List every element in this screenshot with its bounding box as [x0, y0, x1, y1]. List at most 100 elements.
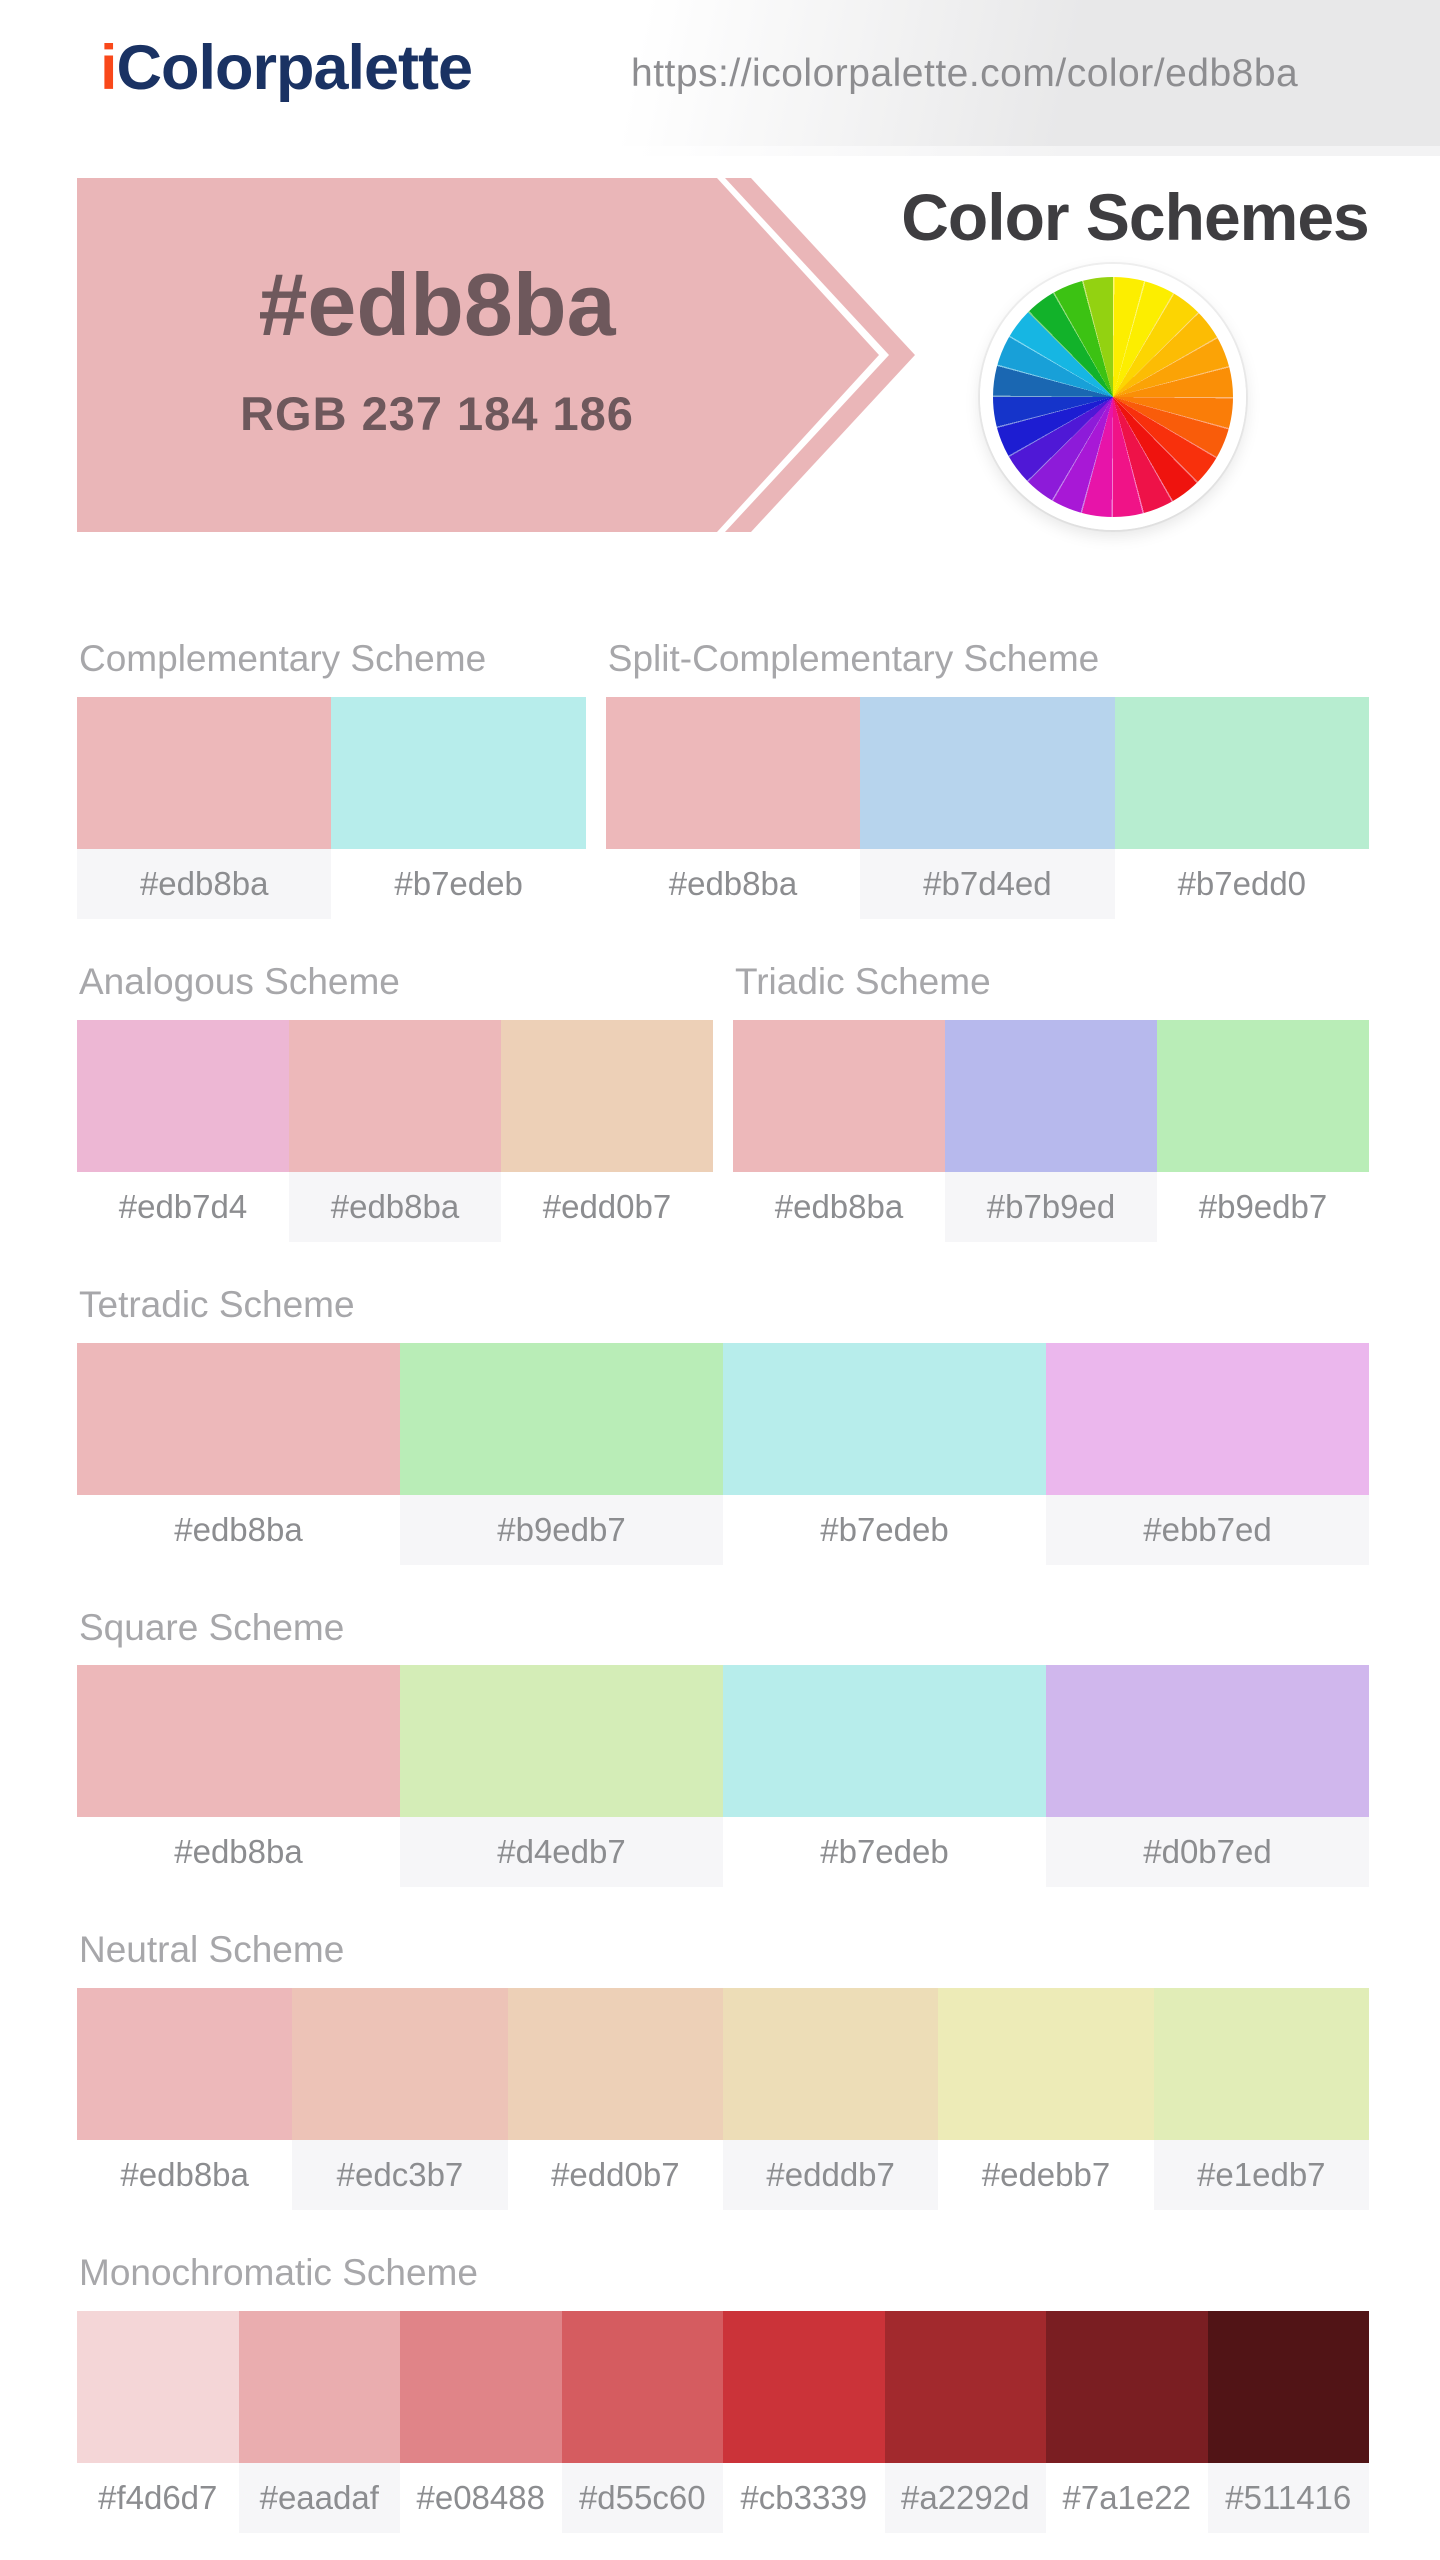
hex-label: #d4edb7: [400, 1817, 723, 1888]
color-swatch: [733, 1019, 945, 1172]
hex-label: #a2292d: [884, 2463, 1046, 2534]
swatch-strip: [77, 1019, 713, 1172]
color-banner-arrow: [77, 178, 915, 532]
color-schemes-title: Color Schemes: [901, 180, 1370, 254]
color-swatch: [1046, 1342, 1369, 1495]
scheme-block-neutral-scheme: Neutral Scheme #edb8ba #edc3b7 #edd0b7 #eddd…: [77, 1929, 1369, 2211]
scheme-row: Analogous Scheme #edb7d4 #edb8ba #edd0b7 Tri…: [77, 960, 1369, 1242]
scheme-heading: Triadic Scheme: [735, 960, 991, 1002]
label-strip: #edb7d4 #edb8ba #edd0b7: [77, 1171, 713, 1242]
swatch-strip: [605, 696, 1370, 849]
color-swatch: [77, 696, 332, 849]
hex-label: #edb8ba: [289, 1171, 501, 1242]
label-strip: #edb8ba #d4edb7 #b7edeb #d0b7ed: [77, 1817, 1369, 1888]
color-swatch: [723, 1665, 1046, 1818]
scheme-block-square-scheme: Square Scheme #edb8ba #d4edb7 #b7edeb #d0b7e…: [77, 1608, 1369, 1888]
color-swatch: [1207, 2311, 1369, 2464]
scheme-block-tetradic-scheme: Tetradic Scheme #edb8ba #b9edb7 #b7edeb #ebb…: [77, 1283, 1369, 1565]
hex-label: #d0b7ed: [1046, 1817, 1369, 1888]
label-strip: #edb8ba #edc3b7 #edd0b7 #edddb7 #edebb7 #e1ed…: [77, 2140, 1369, 2211]
color-swatch: [77, 1988, 293, 2141]
banner-chevron-stripe: [725, 355, 915, 532]
color-swatch: [400, 1665, 723, 1818]
hex-label: #edb8ba: [174, 1833, 303, 1871]
hex-label: #edb8ba: [774, 1187, 904, 1225]
color-swatch: [1157, 1019, 1369, 1172]
swatch-strip: [77, 1988, 1369, 2141]
swatch-strip: [77, 1342, 1369, 1495]
hex-label: #b7b9ed: [945, 1171, 1157, 1242]
hero-section: #edb8ba RGB 237 184 186 Color Schemes: [0, 178, 1440, 532]
label-strip: #edb8ba #b7edeb: [77, 848, 586, 919]
hex-label: #eaadaf: [238, 2463, 400, 2534]
site-logo[interactable]: iColorpalette: [100, 33, 474, 103]
hex-label: #e08488: [416, 2479, 545, 2517]
scheme-heading: Split-Complementary Scheme: [607, 638, 1100, 679]
hex-label: #edc3b7: [292, 2140, 508, 2211]
hex-label: #edb7d4: [118, 1187, 248, 1225]
color-swatch: [77, 1019, 289, 1172]
banner-text: #edb8ba RGB 237 184 186: [77, 170, 797, 524]
color-swatch: [945, 1019, 1157, 1172]
color-swatch: [331, 696, 586, 849]
hex-label: #edd0b7: [551, 2156, 680, 2194]
color-swatch: [1046, 2311, 1208, 2464]
color-swatch: [77, 1342, 400, 1495]
scheme-row: Neutral Scheme #edb8ba #edc3b7 #edd0b7 #eddd…: [77, 1929, 1369, 2211]
hex-label: #7a1e22: [1062, 2479, 1191, 2517]
color-swatch: [884, 2311, 1046, 2464]
color-swatch: [507, 1988, 723, 2141]
color-swatch: [77, 1665, 400, 1818]
color-swatch: [561, 2311, 723, 2464]
color-swatch: [501, 1019, 713, 1172]
hex-label: #edb8ba: [174, 1510, 303, 1548]
swatch-strip: [77, 696, 586, 849]
hex-label: #b9edb7: [400, 1494, 723, 1565]
swatch-strip: [77, 2311, 1369, 2464]
color-swatch: [605, 696, 861, 849]
hex-label: #edd0b7: [542, 1187, 672, 1225]
hex-label: #b7edeb: [820, 1510, 949, 1548]
color-wheel-icon: [980, 264, 1246, 530]
logo-wordmark: Colorpalette: [116, 33, 474, 103]
hex-label: #e1edb7: [1153, 2140, 1369, 2211]
scheme-block-monochromatic-scheme: Monochromatic Scheme #f4d6d7 #eaadaf #e0848…: [77, 2252, 1369, 2534]
hex-label: #edb8ba: [120, 2156, 249, 2194]
hex-label: #cb3339: [740, 2479, 868, 2517]
hero-rgb-value: RGB 237 184 186: [240, 386, 634, 440]
banner-chevron-stripe: [725, 178, 915, 355]
color-swatch: [77, 2311, 239, 2464]
page-header: iColorpalette https://icolorpalette.com/…: [0, 0, 1440, 156]
swatch-strip: [733, 1019, 1369, 1172]
color-swatch: [400, 2311, 562, 2464]
scheme-heading: Monochromatic Scheme: [79, 2252, 478, 2294]
scheme-row: Complementary Scheme #edb8ba #b7edeb Split-…: [77, 638, 1370, 919]
hex-label: #b7edd0: [1177, 864, 1307, 902]
schemes: Complementary Scheme #edb8ba #b7edeb Split-…: [77, 638, 1370, 2534]
hex-label: #ebb7ed: [1046, 1494, 1369, 1565]
color-swatch: [1114, 696, 1370, 849]
hex-label: #edb8ba: [77, 848, 332, 919]
scheme-row: Square Scheme #edb8ba #d4edb7 #b7edeb #d0b7e…: [77, 1608, 1369, 1888]
hero-hex-code: #edb8ba: [258, 254, 616, 354]
color-swatch: [938, 1988, 1154, 2141]
hex-label: #f4d6d7: [98, 2479, 218, 2517]
scheme-row: Tetradic Scheme #edb8ba #b9edb7 #b7edeb #ebb…: [77, 1283, 1369, 1565]
label-strip: #edb8ba #b9edb7 #b7edeb #ebb7ed: [77, 1494, 1369, 1565]
hex-label: #edebb7: [981, 2156, 1111, 2194]
scheme-heading: Neutral Scheme: [79, 1929, 345, 1971]
scheme-row: Monochromatic Scheme #f4d6d7 #eaadaf #e0848…: [77, 2252, 1369, 2534]
scheme-block-complementary-scheme: Complementary Scheme #edb8ba #b7edeb: [77, 639, 586, 919]
color-swatch: [723, 1342, 1046, 1495]
hex-label: #d55c60: [561, 2463, 723, 2534]
page-url: https://icolorpalette.com/color/edb8ba: [631, 52, 1299, 95]
color-swatch: [860, 696, 1115, 849]
banner-body-shape: [77, 178, 879, 532]
color-swatch: [238, 2311, 400, 2464]
color-swatch: [1153, 1988, 1369, 2141]
color-swatch: [292, 1988, 508, 2141]
color-swatch: [289, 1019, 501, 1172]
label-strip: #f4d6d7 #eaadaf #e08488 #d55c60 #cb3339 #a229…: [77, 2463, 1369, 2534]
scheme-block-triadic-scheme: Triadic Scheme #edb8ba #b7b9ed #b9edb7: [733, 960, 1369, 1242]
scheme-heading: Tetradic Scheme: [79, 1283, 355, 1325]
